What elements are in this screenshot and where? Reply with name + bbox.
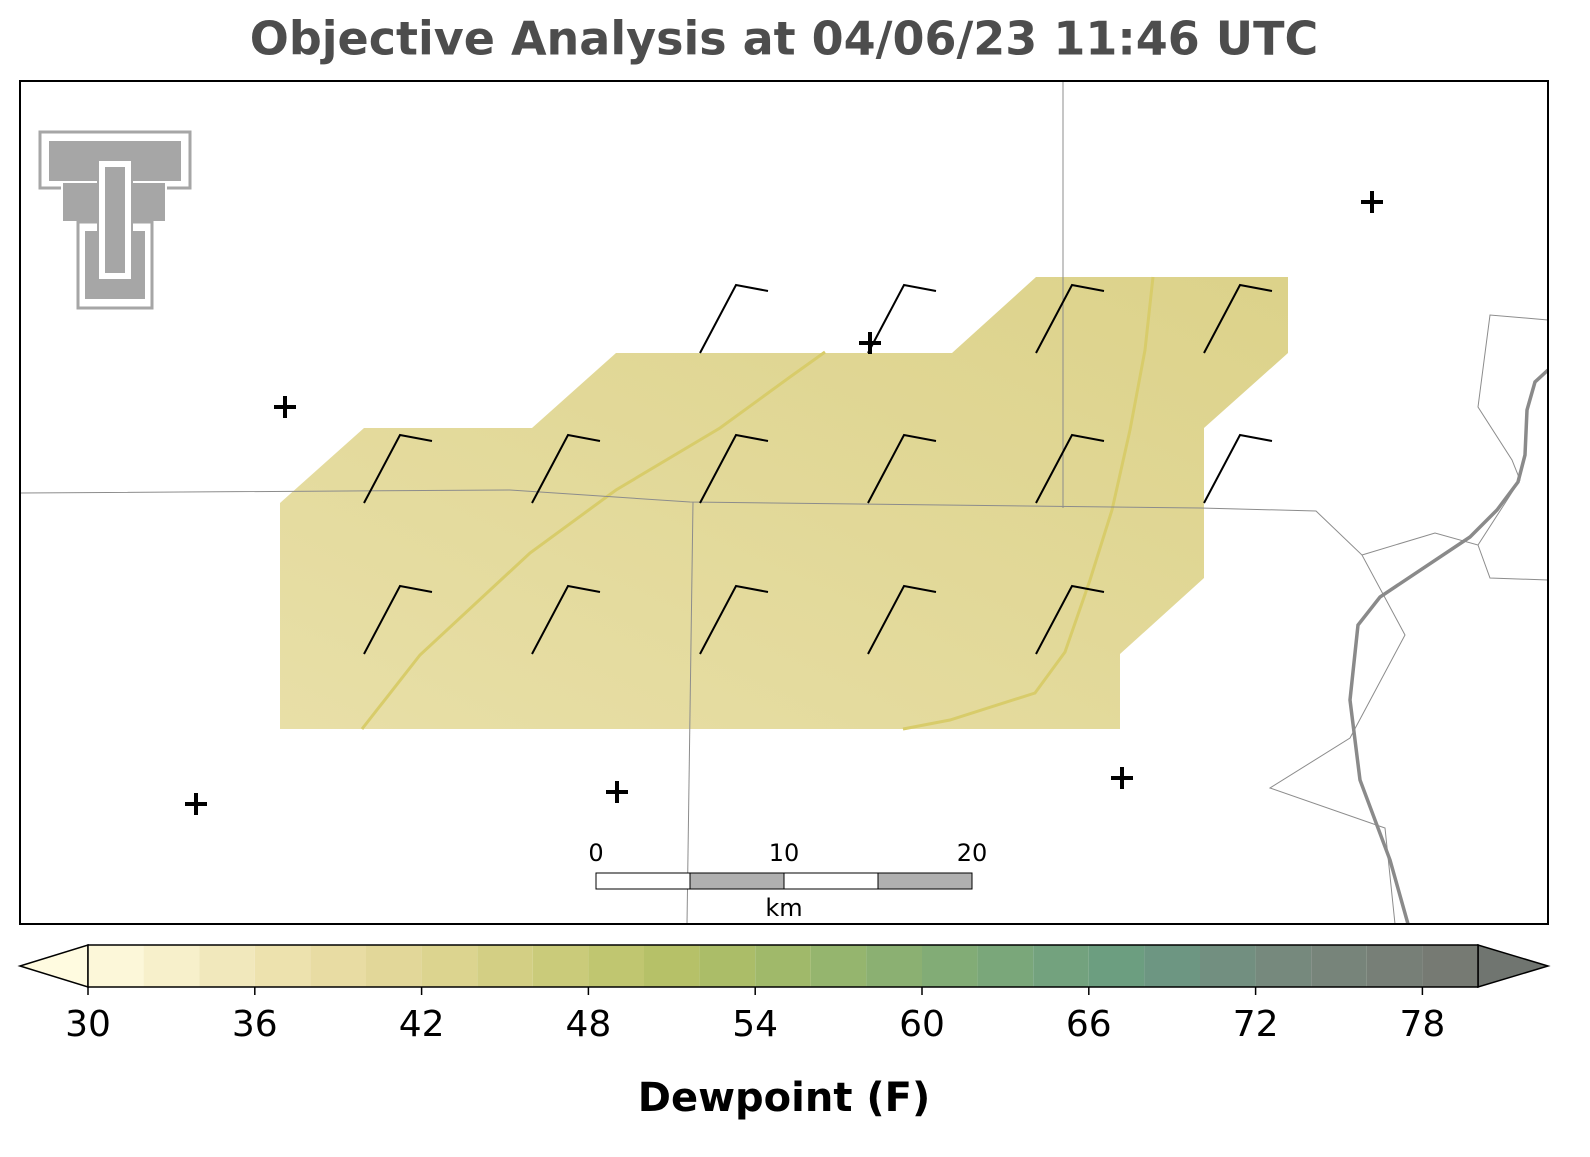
colorbar-tick-label: 60 [899, 1004, 945, 1045]
colorbar-tick-label: 48 [565, 1004, 611, 1045]
colorbar-extend-low [17, 943, 89, 989]
scale-tick-label: 0 [588, 839, 603, 867]
colorbar-bin [977, 945, 1034, 987]
wind-barb [363, 433, 433, 504]
colorbar-bin [1311, 945, 1367, 987]
scale-unit: km [765, 894, 802, 922]
colorbar-bin [1088, 945, 1145, 987]
colorbar-bin [532, 945, 589, 987]
scale-bar: 0 10 20 km [588, 839, 987, 922]
stations [185, 191, 1383, 815]
colorbar-bin [1200, 945, 1256, 987]
colorbar-bin [254, 945, 311, 987]
colorbar-bin [588, 945, 644, 987]
colorbar-bin [866, 945, 922, 987]
scale-tick-label: 10 [769, 839, 800, 867]
colorbar-bin [755, 945, 811, 987]
colorbar-bin [88, 945, 144, 987]
wind-barb [699, 433, 769, 504]
logo [38, 130, 192, 310]
colorbar: 30 36 42 48 54 60 66 72 78 [17, 943, 1551, 1045]
colorbar-tick-label: 72 [1233, 1004, 1279, 1045]
county-line [686, 501, 694, 925]
wind-barb [531, 584, 601, 655]
colorbar-label: Dewpoint (F) [638, 1075, 931, 1121]
county-line [1361, 532, 1549, 581]
colorbar-bin [143, 945, 200, 987]
wind-barbs [363, 283, 1273, 655]
wind-barb [867, 283, 937, 354]
colorbar-bin [421, 945, 478, 987]
scale-segment [783, 872, 879, 890]
map-frame [19, 80, 1549, 925]
station-marker [274, 396, 296, 418]
wind-barb [531, 433, 601, 504]
colorbar-bin [699, 945, 756, 987]
county-line [1477, 314, 1549, 546]
map-panel: 0 10 20 km [19, 80, 1550, 925]
colorbar-bin [1255, 945, 1312, 987]
contour [360, 350, 826, 730]
colorbar-bin [310, 945, 366, 987]
colorbar-bin [199, 945, 255, 987]
wind-barb [363, 584, 433, 655]
colorbar-bin [1422, 945, 1478, 987]
wind-barb [867, 584, 937, 655]
colorbar-bin [1033, 945, 1089, 987]
contour [902, 276, 1155, 731]
wind-barb [867, 433, 937, 504]
colorbar-bin [1144, 945, 1200, 987]
colorbar-bin [644, 945, 700, 987]
station-marker [859, 332, 881, 354]
station-marker [1111, 767, 1133, 789]
colorbar-bin [366, 945, 422, 987]
wind-barb [699, 584, 769, 655]
title: Objective Analysis at 04/06/23 11:46 UTC [250, 12, 1319, 66]
colorbar-bin [477, 945, 533, 987]
colorbar-tick-label: 66 [1066, 1004, 1112, 1045]
scale-segment [595, 872, 691, 890]
wind-barb [1035, 584, 1105, 655]
colorbar-outline [87, 944, 1479, 988]
scale-segment [877, 872, 973, 890]
station-marker [185, 793, 207, 815]
scale-tick-label: 20 [957, 839, 988, 867]
colorbar-tick-label: 78 [1399, 1004, 1445, 1045]
colorbar-bin [922, 945, 978, 987]
scale-segment [689, 872, 785, 890]
colorbar-tick-label: 54 [732, 1004, 778, 1045]
wind-barb [1203, 283, 1273, 354]
colorbar-bin [1366, 945, 1423, 987]
station-marker [1361, 191, 1383, 213]
colorbar-extend-high [1477, 943, 1551, 989]
wind-barb [1035, 283, 1105, 354]
colorbar-tick-label: 36 [232, 1004, 278, 1045]
station-marker [606, 781, 628, 803]
colorbar-tick-label: 42 [399, 1004, 445, 1045]
colorbar-tick-label: 30 [65, 1004, 111, 1045]
river [1348, 368, 1550, 925]
wind-barb [699, 283, 769, 354]
colorbar-bin [810, 945, 867, 987]
wind-barb [1203, 433, 1273, 504]
wind-barb [1035, 433, 1105, 504]
